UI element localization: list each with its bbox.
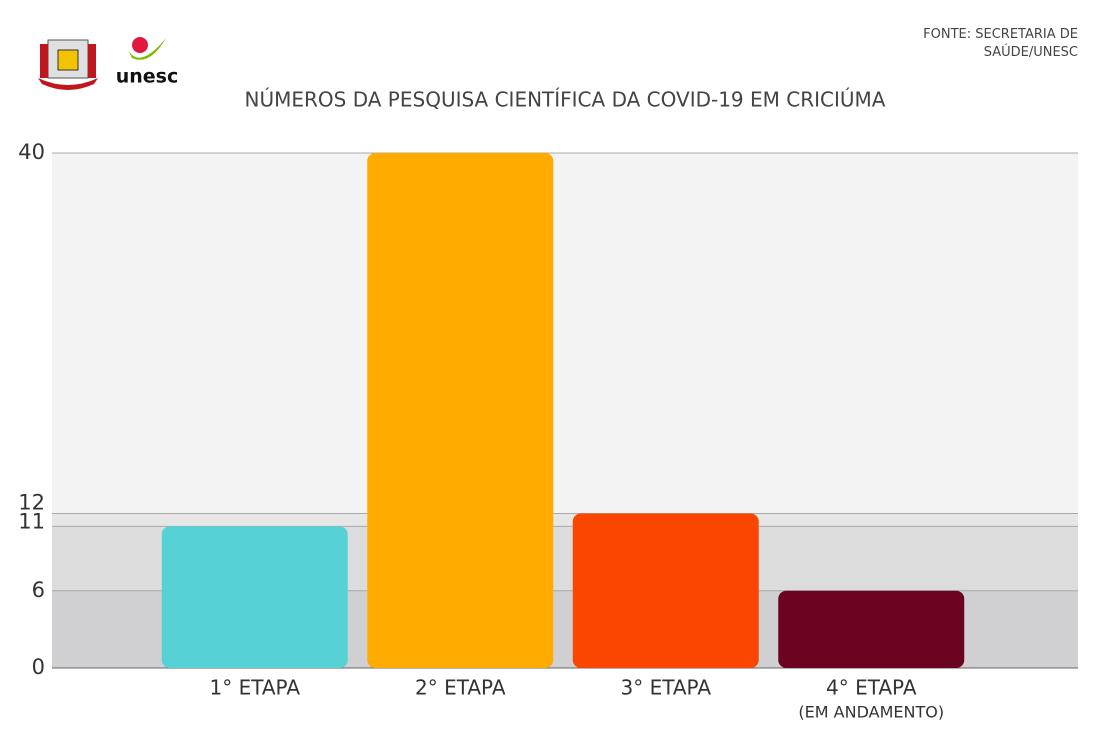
logo-city	[38, 39, 98, 90]
source: FONTE: SECRETARIA DE SAÚDE/UNESC	[923, 27, 1078, 60]
x-tick-label: 1° ETAPA	[209, 676, 300, 700]
x-tick-label: 2° ETAPA	[415, 676, 506, 700]
bar	[778, 590, 965, 668]
y-tick-label: 40	[18, 140, 45, 164]
bar	[367, 153, 554, 668]
background-band	[52, 153, 1078, 514]
x-note: (EM ANDAMENTO)	[798, 703, 944, 722]
y-tick-label: 6	[32, 578, 45, 602]
bar	[572, 513, 759, 668]
y-tick-label: 12	[18, 491, 45, 515]
x-tick-label: 4° ETAPA	[826, 676, 917, 700]
logo-unesc: unesc	[116, 37, 179, 88]
chart-title: NÚMEROS DA PESQUISA CIENTÍFICA DA COVID-…	[245, 88, 886, 112]
y-tick-label: 11	[18, 509, 45, 533]
background-band	[52, 513, 1078, 527]
x-tick-label: 3° ETAPA	[620, 676, 711, 700]
logo-text: unesc	[116, 66, 179, 88]
bar	[161, 526, 348, 668]
y-tick-label: 0	[32, 655, 45, 679]
